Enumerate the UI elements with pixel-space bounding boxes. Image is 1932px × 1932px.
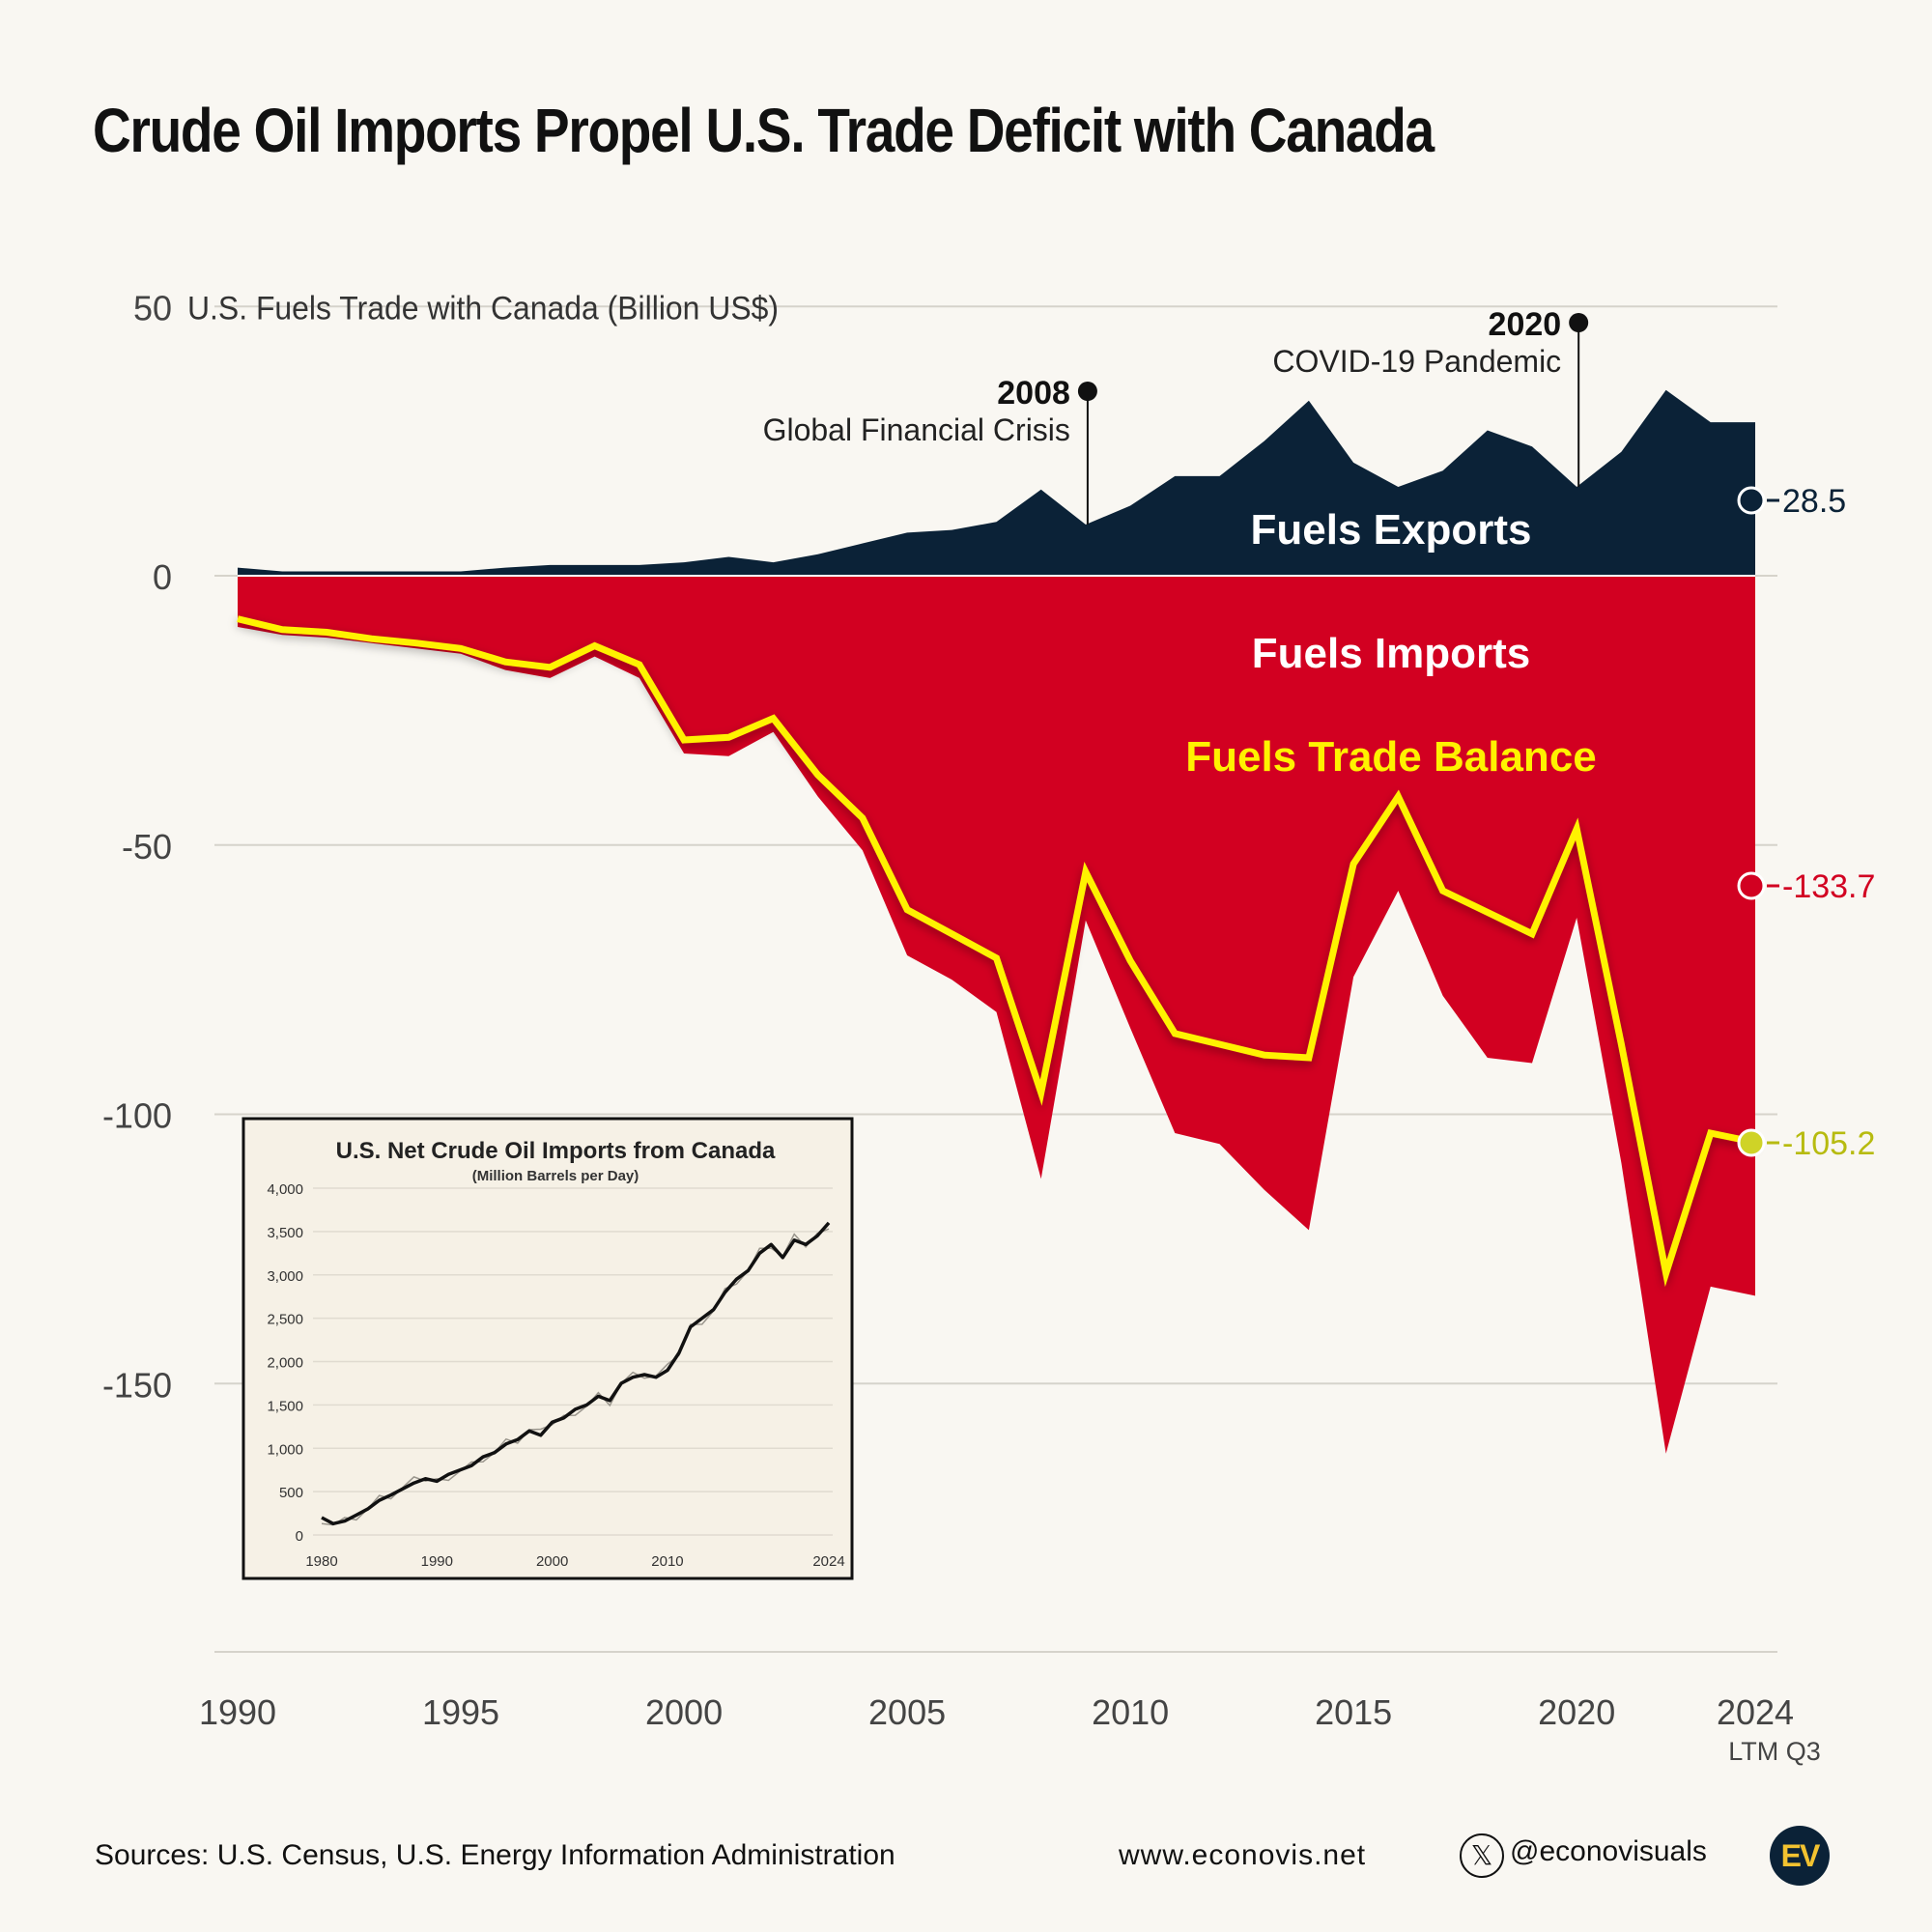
x-tick-label: 2010 — [1092, 1692, 1169, 1732]
x-tick-label: 2020 — [1538, 1692, 1615, 1732]
x-tick-label: 2015 — [1315, 1692, 1392, 1732]
area-series — [238, 389, 1755, 1454]
annotation-text: COVID-19 Pandemic — [1272, 344, 1561, 379]
inset-x-tick-label: 2010 — [651, 1553, 683, 1570]
inset-y-tick-label: 4,000 — [267, 1181, 303, 1198]
exports-area — [238, 389, 1755, 576]
inset-y-tick-label: 500 — [279, 1485, 303, 1501]
inset-subtitle: (Million Barrels per Day) — [472, 1168, 639, 1184]
x-tick-label: 2024 — [1717, 1692, 1794, 1732]
inset-x-tick-label: 2000 — [536, 1553, 568, 1570]
imports-area — [238, 576, 1755, 1454]
end-marker — [1737, 486, 1766, 515]
line-series — [237, 615, 1756, 1288]
x-twitter-icon[interactable]: 𝕏 — [1460, 1833, 1504, 1878]
inset-y-tick-label: 3,000 — [267, 1268, 303, 1285]
end-value-label: -105.2 — [1782, 1125, 1875, 1162]
inset-x-tick-label: 2024 — [812, 1553, 844, 1570]
x-tick-sublabel: LTM Q3 — [1728, 1737, 1821, 1766]
y-tick-label: -50 — [122, 827, 172, 867]
sources-text: Sources: U.S. Census, U.S. Energy Inform… — [95, 1839, 895, 1871]
series-label-balance: Fuels Trade Balance — [1185, 733, 1597, 781]
y-tick-label: 50 — [133, 288, 172, 327]
website-link[interactable]: www.econovis.net — [1119, 1839, 1367, 1871]
inset-x-tick-label: 1990 — [421, 1553, 453, 1570]
inset-x-tick-label: 1980 — [305, 1553, 337, 1570]
econovis-logo: EV — [1770, 1826, 1830, 1886]
y-tick-label: -100 — [102, 1096, 172, 1136]
annotation-year: 2008 — [997, 375, 1070, 412]
end-value-label: -133.7 — [1782, 868, 1875, 905]
x-tick-label: 1990 — [199, 1692, 276, 1732]
inset-y-tick-label: 1,000 — [267, 1441, 303, 1458]
series-label-exports: Fuels Exports — [1251, 506, 1532, 554]
inset-y-tick-label: 2,000 — [267, 1355, 303, 1372]
y-tick-label: -150 — [102, 1365, 172, 1405]
annotation-year: 2020 — [1489, 306, 1562, 343]
inset-trend-line — [321, 1221, 831, 1526]
series-label-imports: Fuels Imports — [1252, 630, 1531, 677]
inset-y-tick-label: 1,500 — [267, 1398, 303, 1414]
annotation-dot — [1569, 313, 1589, 332]
end-value-label: 28.5 — [1782, 483, 1846, 520]
page-title: Crude Oil Imports Propel U.S. Trade Defi… — [93, 96, 1435, 165]
x-tick-label: 2000 — [645, 1692, 723, 1732]
inset-title: U.S. Net Crude Oil Imports from Canada — [336, 1138, 776, 1164]
end-value-labels: 28.5 -133.7 -105.2 — [1737, 483, 1875, 1162]
inset-y-tick-label: 0 — [296, 1528, 303, 1545]
balance-line — [237, 615, 1756, 1288]
inset-y-tick-label: 2,500 — [267, 1312, 303, 1328]
inset-chart: U.S. Net Crude Oil Imports from Canada (M… — [242, 1117, 854, 1580]
y-axis-title: U.S. Fuels Trade with Canada (Billion US… — [187, 290, 779, 327]
inset-y-tick-label: 3,500 — [267, 1225, 303, 1241]
end-marker — [1737, 871, 1766, 900]
inset-frame — [242, 1117, 854, 1580]
series-labels: Fuels Exports Fuels Imports Fuels Trade Ba… — [1185, 506, 1597, 781]
annotation-dot — [1077, 382, 1097, 401]
y-tick-label: 0 — [153, 557, 172, 597]
end-marker — [1737, 1128, 1766, 1157]
annotation-text: Global Financial Crisis — [763, 412, 1070, 447]
x-tick-label: 1995 — [422, 1692, 499, 1732]
social-handle[interactable]: @econovisuals — [1510, 1835, 1707, 1867]
x-tick-label: 2005 — [868, 1692, 946, 1732]
